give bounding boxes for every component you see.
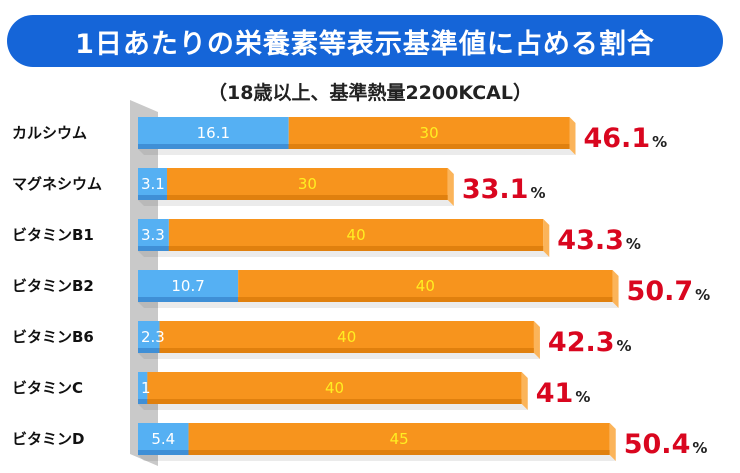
bar-end-face xyxy=(569,117,576,155)
percent-unit: % xyxy=(692,439,707,457)
bar-segment-orange-edge xyxy=(238,297,613,302)
bar-end-face xyxy=(609,423,616,461)
percent-unit: % xyxy=(530,184,545,202)
blue-value-label: 1 xyxy=(141,379,151,397)
blue-value-label: 3.3 xyxy=(141,226,165,244)
orange-value-label: 40 xyxy=(325,379,344,397)
bar-segment-orange xyxy=(238,270,613,302)
orange-value-label: 30 xyxy=(420,124,439,142)
bar-segment-orange xyxy=(168,219,544,251)
chart-title: 1日あたりの栄養素等表示基準値に占める割合 xyxy=(75,28,655,60)
bar-shadow xyxy=(138,404,528,410)
bar-end-face xyxy=(612,270,619,308)
bar-segment-blue-edge xyxy=(138,297,243,302)
bar-segment-orange-edge xyxy=(147,399,522,404)
bar-end-face xyxy=(543,219,550,257)
orange-value-label: 45 xyxy=(390,430,409,448)
percent-unit: % xyxy=(695,286,710,304)
total-value: 41% xyxy=(536,378,591,409)
percent-unit: % xyxy=(575,388,590,406)
orange-value-label: 40 xyxy=(337,328,356,346)
bar-segment-blue xyxy=(138,423,189,455)
bar-segment-orange-edge xyxy=(168,246,544,251)
bar-end-face xyxy=(533,321,540,359)
blue-value-label: 5.4 xyxy=(151,430,175,448)
orange-value-label: 40 xyxy=(416,277,435,295)
bar-segment-orange xyxy=(147,372,522,404)
chart-title-banner: 1日あたりの栄養素等表示基準値に占める割合 xyxy=(7,15,723,67)
percent-unit: % xyxy=(652,133,667,151)
total-value: 33.1% xyxy=(462,174,546,205)
bar-segment-blue-edge xyxy=(138,144,293,149)
category-label: ビタミンB6 xyxy=(12,328,94,346)
bar-segment-orange-edge xyxy=(159,348,534,353)
bar-segment-blue-edge xyxy=(138,348,164,353)
blue-value-label: 2.3 xyxy=(141,328,165,346)
bar-segment-blue xyxy=(138,321,160,353)
total-value: 50.7% xyxy=(627,276,711,307)
bar-segment-blue xyxy=(138,372,148,404)
bar-shadow xyxy=(138,149,576,155)
category-label: ビタミンC xyxy=(12,379,83,397)
bar-segment-orange xyxy=(159,321,534,353)
percent-unit: % xyxy=(617,337,632,355)
orange-value-label: 30 xyxy=(298,175,317,193)
bar-end-face xyxy=(521,372,528,410)
bar-segment-orange xyxy=(167,168,448,200)
bar-end-face xyxy=(447,168,454,206)
blue-value-label: 3.1 xyxy=(141,175,165,193)
bar-segment-blue xyxy=(138,168,168,200)
bar-segment-blue xyxy=(138,117,289,149)
blue-value-label: 10.7 xyxy=(171,277,204,295)
chart-subtitle: （18歳以上、基準熱量2200KCAL） xyxy=(208,82,532,104)
bar-segment-blue-edge xyxy=(138,450,193,455)
category-label: ビタミンB1 xyxy=(12,226,94,244)
bar-segment-orange-edge xyxy=(288,144,570,149)
category-label: マグネシウム xyxy=(12,175,102,193)
orange-value-label: 40 xyxy=(347,226,366,244)
category-label: ビタミンB2 xyxy=(12,277,94,295)
bar-shadow xyxy=(138,353,540,359)
bar-shadow xyxy=(138,251,550,257)
category-label: カルシウム xyxy=(12,124,87,142)
bar-segment-orange-edge xyxy=(188,450,610,455)
bar-segment-orange xyxy=(288,117,570,149)
bar-segment-blue xyxy=(138,270,239,302)
total-value: 42.3% xyxy=(548,327,632,358)
bars-group: カルシウム 16.1 30 46.1 % マグネシウム 3.1 30 33.1 % ビタミンB1 3.… xyxy=(12,117,710,461)
category-label: ビタミンD xyxy=(12,430,84,448)
total-value: 43.3% xyxy=(557,225,641,256)
total-value: 50.4% xyxy=(624,429,708,460)
bar-segment-blue-edge xyxy=(138,195,172,200)
bar-segment-blue xyxy=(138,219,169,251)
bar-segment-blue-edge xyxy=(138,246,173,251)
percent-unit: % xyxy=(626,235,641,253)
bar-shadow xyxy=(138,200,454,206)
bar-segment-orange xyxy=(188,423,610,455)
bar-segment-orange-edge xyxy=(167,195,448,200)
total-value: 46.1% xyxy=(583,123,667,154)
bar-shadow xyxy=(138,455,616,461)
bar-shadow xyxy=(138,302,619,308)
blue-value-label: 16.1 xyxy=(197,124,230,142)
